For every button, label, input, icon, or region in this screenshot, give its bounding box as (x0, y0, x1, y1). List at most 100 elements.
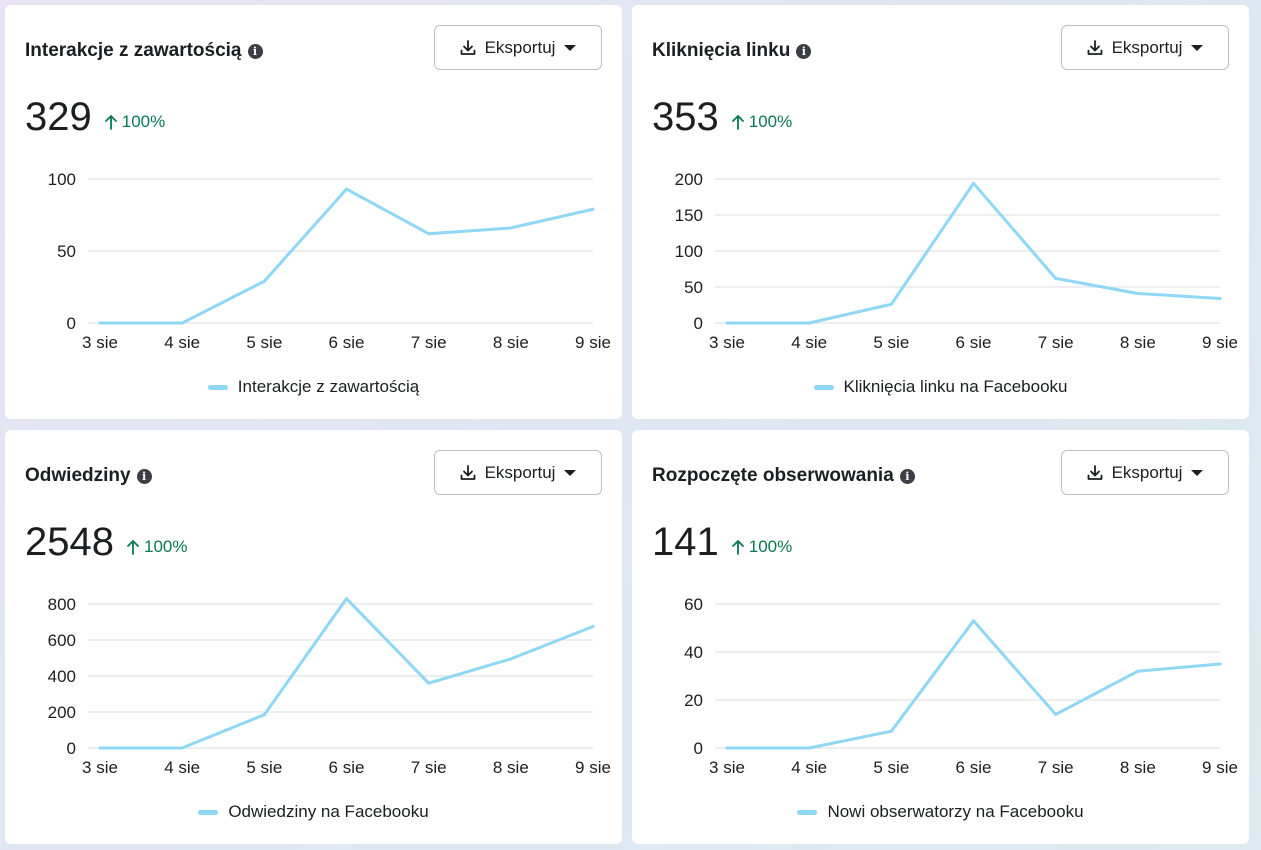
arrow-up-icon (127, 540, 139, 555)
x-tick-label: 5 sie (246, 333, 282, 352)
legend: Interakcje z zawartością (5, 377, 622, 397)
export-button[interactable]: Eksportuj (1061, 25, 1229, 70)
export-button-label: Eksportuj (1111, 462, 1183, 482)
data-point (98, 746, 102, 750)
metric-change-label: 100% (748, 537, 793, 556)
download-icon (460, 464, 475, 480)
x-tick-label: 8 sie (1120, 758, 1156, 777)
x-tick-label: 3 sie (709, 758, 745, 777)
legend: Kliknięcia linku na Facebooku (632, 377, 1249, 397)
x-tick-label: 7 sie (1038, 333, 1074, 352)
y-tick-label: 100 (675, 242, 703, 261)
data-point (1136, 291, 1140, 295)
export-button-label: Eksportuj (484, 37, 556, 57)
arrow-up-icon (104, 115, 117, 130)
x-tick-label: 7 sie (1038, 758, 1074, 777)
series-line (98, 597, 595, 750)
data-point (972, 619, 975, 623)
y-tick-label: 200 (48, 703, 76, 722)
y-tick-label: 0 (694, 314, 703, 333)
metric: 2548 100% (25, 520, 187, 565)
x-tick-label: 6 sie (956, 333, 992, 352)
data-point (1054, 712, 1058, 716)
data-point (345, 597, 348, 601)
legend-swatch (198, 809, 219, 815)
export-button[interactable]: Eksportuj (434, 450, 602, 495)
metric-change-label: 100% (143, 537, 188, 556)
metric-value: 2548 (25, 520, 114, 564)
export-button[interactable]: Eksportuj (1061, 450, 1229, 495)
legend-swatch (813, 384, 834, 390)
card-title: Kliknięcia linku i (652, 40, 812, 62)
export-button-label: Eksportuj (1111, 37, 1183, 57)
card-title: Odwiedziny i (25, 465, 152, 487)
legend-label: Odwiedziny na Facebooku (228, 802, 429, 821)
legend-label: Interakcje z zawartością (237, 377, 420, 396)
y-tick-label: 600 (48, 631, 76, 650)
x-tick-label: 6 sie (956, 758, 992, 777)
download-icon (1087, 39, 1102, 55)
caret-down-icon (1191, 469, 1204, 476)
data-point (1218, 297, 1222, 301)
y-tick-label: 0 (67, 314, 76, 333)
data-point (427, 681, 431, 685)
x-tick-label: 9 sie (575, 333, 611, 352)
data-point (889, 302, 893, 306)
legend-label: Nowi obserwatorzy na Facebooku (827, 802, 1084, 821)
line-chart: 0 20 40 60 3 sie 4 sie 5 sie 6 sie 7 sie 8 sie 9 s… (684, 595, 1238, 777)
y-tick-label: 50 (684, 278, 703, 297)
y-tick-label: 50 (57, 242, 76, 261)
data-point (427, 232, 431, 236)
metric-change-label: 100% (748, 112, 793, 131)
data-point (345, 187, 348, 191)
series-line (98, 187, 595, 325)
data-point (262, 279, 266, 283)
data-point (591, 625, 595, 628)
data-point (1054, 276, 1058, 280)
y-tick-label: 100 (48, 170, 76, 189)
data-point (180, 321, 184, 325)
metric-value: 353 (652, 95, 719, 139)
x-tick-label: 8 sie (493, 758, 529, 777)
metric: 141 100% (652, 520, 792, 565)
x-tick-label: 9 sie (1202, 333, 1238, 352)
metric: 329 100% (25, 95, 165, 140)
caret-down-icon (1191, 44, 1204, 51)
y-tick-label: 20 (684, 691, 703, 710)
card-title-text: Kliknięcia linku (652, 40, 791, 61)
y-tick-label: 800 (48, 595, 76, 614)
card-title: Interakcje z zawartością i (25, 40, 263, 62)
info-icon[interactable]: i (247, 43, 263, 59)
export-button-label: Eksportuj (484, 462, 556, 482)
x-tick-label: 4 sie (164, 333, 200, 352)
metric-change: 100% (104, 112, 165, 132)
data-point (1136, 669, 1140, 673)
info-icon[interactable]: i (136, 468, 152, 484)
x-tick-label: 5 sie (246, 758, 282, 777)
x-tick-label: 5 sie (873, 333, 909, 352)
data-point (725, 321, 729, 325)
y-tick-label: 0 (694, 739, 703, 758)
metric-value: 329 (25, 95, 92, 139)
line-chart: 0 200 400 600 800 3 sie 4 sie 5 sie 6 sie 7 sie 8 … (48, 595, 611, 777)
card-obserwowania: Rozpoczęte obserwowania i Eksportuj 141 … (632, 430, 1249, 844)
x-tick-label: 3 sie (709, 333, 745, 352)
info-icon[interactable]: i (796, 43, 812, 59)
x-tick-label: 9 sie (575, 758, 611, 777)
x-tick-label: 4 sie (791, 758, 827, 777)
legend-label: Kliknięcia linku na Facebooku (843, 377, 1068, 396)
metric-change: 100% (731, 112, 792, 132)
data-point (807, 321, 811, 325)
data-point (591, 207, 595, 211)
arrow-up-icon (731, 540, 744, 555)
y-tick-label: 200 (675, 170, 703, 189)
metric-change-label: 100% (121, 112, 166, 131)
download-icon (1087, 464, 1102, 480)
info-icon[interactable]: i (899, 468, 915, 484)
card-interakcje: Interakcje z zawartością i Eksportuj 329… (5, 5, 622, 419)
export-button[interactable]: Eksportuj (434, 25, 602, 70)
series-line (725, 619, 1222, 750)
caret-down-icon (564, 469, 577, 476)
data-point (509, 226, 513, 230)
x-tick-label: 4 sie (164, 758, 200, 777)
